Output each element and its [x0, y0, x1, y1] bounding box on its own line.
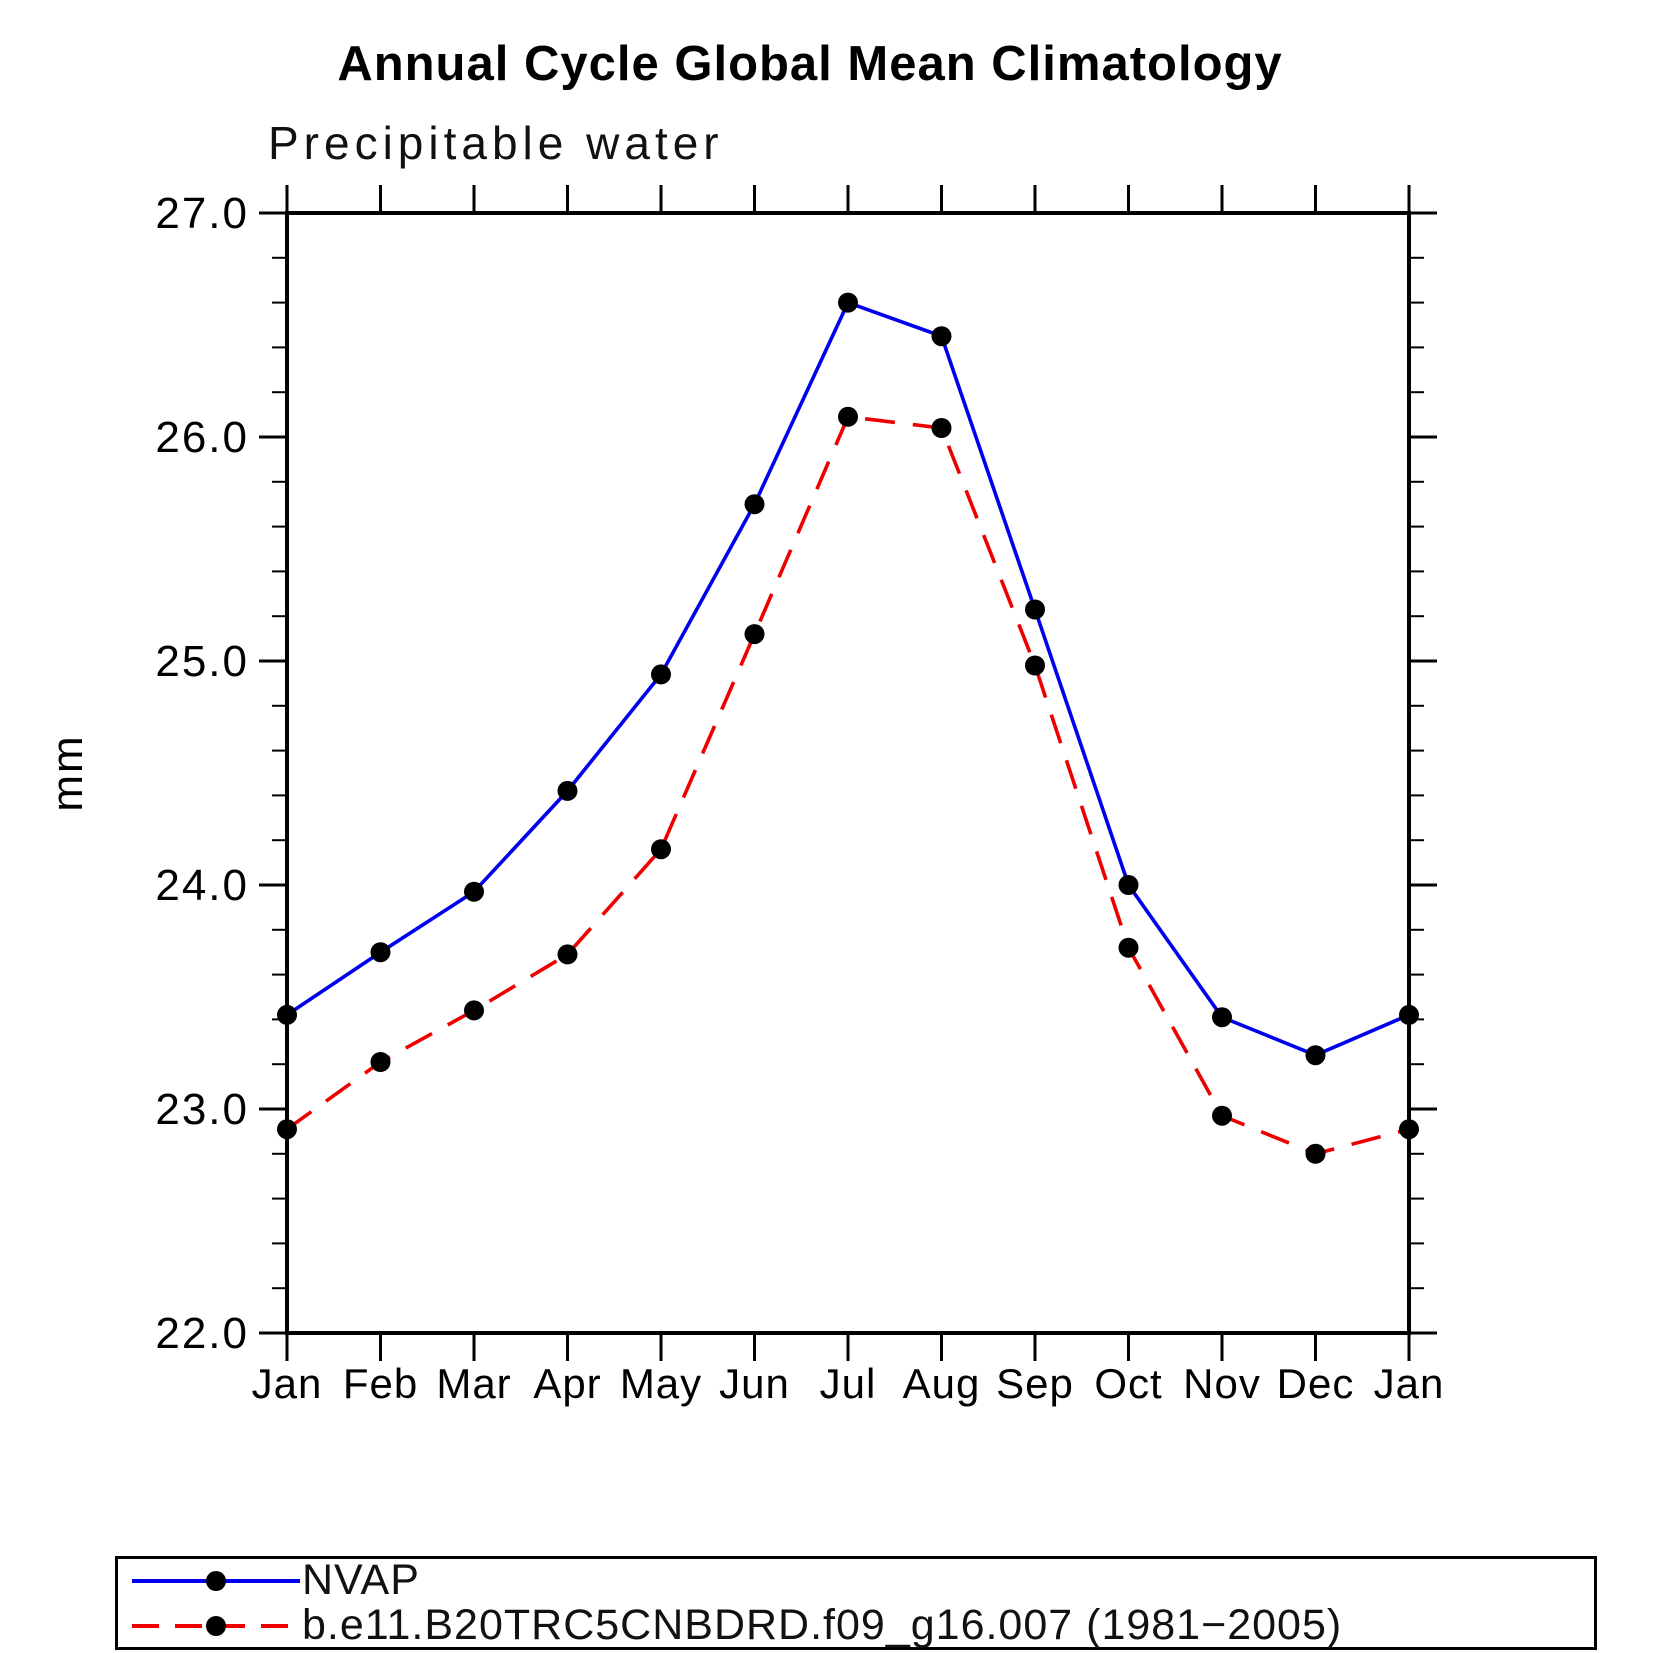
- y-tick-label: 27.0: [155, 189, 249, 238]
- series-marker-1: [557, 944, 578, 965]
- series-marker-0: [1305, 1045, 1326, 1066]
- legend: NVAP b.e11.B20TRC5CNBDRD.f09_g16.007 (19…: [115, 1556, 1597, 1650]
- x-tick-label: Jan: [252, 1360, 323, 1407]
- series-marker-0: [370, 942, 391, 963]
- plot-frame: [285, 211, 1411, 1335]
- legend-sample-solid-line: [132, 1570, 300, 1591]
- series-marker-0: [1399, 1004, 1419, 1025]
- y-tick-label: 25.0: [155, 637, 249, 686]
- series-line-1: [285, 414, 1410, 1156]
- x-tick-label: Sep: [996, 1360, 1074, 1407]
- x-tick-label: Aug: [903, 1360, 981, 1407]
- y-tick-label: 23.0: [155, 1085, 249, 1134]
- y-tick-label: 26.0: [155, 413, 249, 462]
- x-tick-label: Nov: [1183, 1360, 1261, 1407]
- series-marker-0: [464, 881, 484, 902]
- x-tick-label: Oct: [1094, 1360, 1162, 1407]
- series-marker-0: [651, 664, 671, 685]
- series-marker-1: [931, 418, 952, 438]
- x-tick-label: Jul: [820, 1360, 877, 1407]
- series-marker-0: [1025, 599, 1045, 620]
- series-marker-1: [1212, 1105, 1232, 1126]
- y-tick-label: 22.0: [155, 1309, 249, 1358]
- legend-item-model: b.e11.B20TRC5CNBDRD.f09_g16.007 (1981−20…: [130, 1601, 1594, 1649]
- series-marker-1: [1025, 655, 1045, 676]
- x-tick-label: Apr: [533, 1360, 601, 1407]
- series-marker-0: [1118, 875, 1139, 895]
- series-marker-1: [464, 1000, 484, 1021]
- x-tick-label: Feb: [343, 1360, 418, 1407]
- y-axis-title: mm: [43, 734, 92, 811]
- series-marker-0: [838, 292, 858, 313]
- series-marker-0: [744, 494, 765, 515]
- chart-title: Annual Cycle Global Mean Climatology: [337, 37, 1283, 91]
- legend-sample-dashed-line: [132, 1615, 300, 1636]
- x-tick-label: May: [620, 1360, 702, 1407]
- legend-label-nvap: NVAP: [302, 1556, 420, 1604]
- series-marker-1: [651, 839, 671, 860]
- series-marker-0: [557, 780, 578, 801]
- series-marker-0: [277, 1004, 297, 1025]
- legend-marker-dot: [206, 1570, 226, 1591]
- x-tick-label: Jan: [1374, 1360, 1445, 1407]
- series-marker-1: [370, 1052, 391, 1072]
- x-tick-label: Mar: [436, 1360, 511, 1407]
- x-tick-label: Jun: [719, 1360, 790, 1407]
- x-tick-label: Dec: [1277, 1360, 1355, 1407]
- series-marker-0: [1212, 1007, 1232, 1028]
- chart-subtitle: Precipitable water: [268, 117, 724, 169]
- series-marker-1: [838, 406, 858, 427]
- legend-label-model: b.e11.B20TRC5CNBDRD.f09_g16.007 (1981−20…: [302, 1601, 1343, 1649]
- series-marker-1: [1118, 937, 1139, 958]
- series-marker-0: [931, 326, 952, 347]
- legend-item-nvap: NVAP: [130, 1556, 1594, 1604]
- series-marker-1: [744, 624, 765, 645]
- series-marker-1: [1305, 1143, 1326, 1164]
- series-marker-1: [1399, 1119, 1419, 1140]
- series-marker-1: [277, 1119, 297, 1140]
- legend-marker-dot: [206, 1615, 226, 1636]
- y-tick-label: 24.0: [155, 861, 249, 910]
